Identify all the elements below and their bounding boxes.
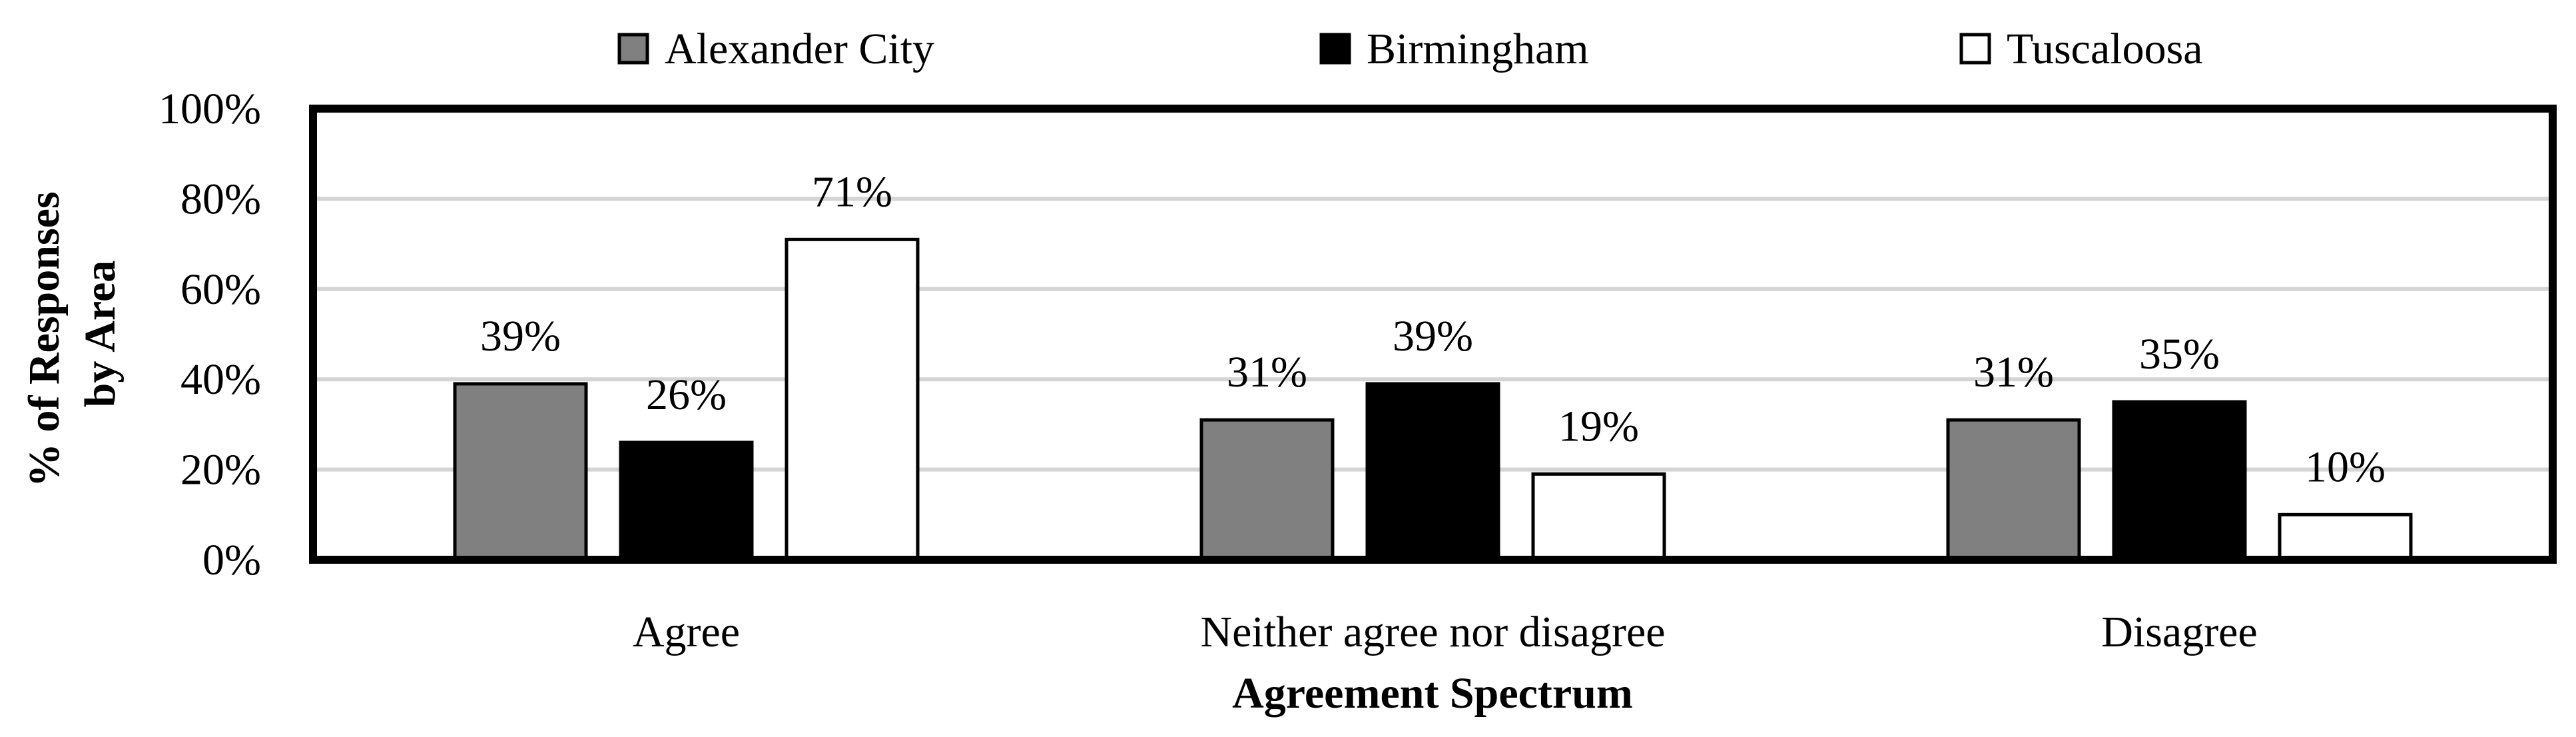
plot-frame (309, 105, 2557, 564)
bar-alexander-city-3 (1946, 418, 2081, 562)
data-label: 71% (812, 167, 892, 216)
bar-alexander-city-1 (453, 382, 588, 562)
legend-swatch (1319, 33, 1351, 65)
legend-label: Tuscaloosa (2007, 25, 2203, 73)
x-category-label: Neither agree nor disagree (1200, 608, 1665, 656)
y-tick-label: 60% (180, 265, 261, 314)
y-axis-title-line-2: by Area (76, 261, 125, 408)
legend-label: Birmingham (1367, 25, 1589, 73)
data-label: 26% (646, 370, 727, 419)
y-tick-label: 100% (159, 85, 261, 133)
legend-swatch (617, 33, 649, 65)
bar-tuscaloosa-1 (785, 237, 920, 562)
data-label: 31% (1227, 348, 1307, 396)
x-axis-title: Agreement Spectrum (1232, 669, 1633, 718)
y-axis-title: % of Responses by Area (20, 181, 125, 487)
legend: Alexander City Birmingham Tuscaloosa (617, 25, 2203, 73)
bar-birmingham-2 (1365, 382, 1500, 562)
data-label: 35% (2139, 330, 2220, 378)
y-tick-label: 0% (202, 536, 261, 584)
x-category-label: Agree (633, 608, 740, 656)
data-label: 31% (1973, 348, 2054, 396)
y-axis-ticks: 0% 20% 40% 60% 80% 100% (159, 85, 261, 584)
bar-alexander-city-2 (1199, 418, 1335, 562)
bar-birmingham-3 (2112, 400, 2247, 562)
bar-tuscaloosa-3 (2278, 512, 2413, 562)
data-label: 39% (480, 312, 561, 361)
data-label: 39% (1393, 312, 1473, 361)
data-label: 19% (1558, 402, 1639, 450)
legend-swatch (1959, 33, 1991, 65)
x-category-label: Disagree (2101, 608, 2258, 656)
x-axis-categories: Agree Neither agree nor disagree Disagree (633, 608, 2258, 656)
data-label: 10% (2305, 442, 2386, 491)
y-tick-label: 80% (180, 175, 261, 223)
y-tick-label: 40% (180, 355, 261, 404)
legend-label: Alexander City (665, 25, 934, 73)
data-labels: 39% 26% 71% 31% 39% 19% 31% 35% 10% (480, 167, 2386, 491)
y-tick-label: 20% (180, 446, 261, 494)
y-axis-title-line-1: % of Responses (20, 191, 69, 487)
bar-tuscaloosa-2 (1531, 472, 1666, 562)
bar-birmingham-1 (619, 440, 754, 562)
